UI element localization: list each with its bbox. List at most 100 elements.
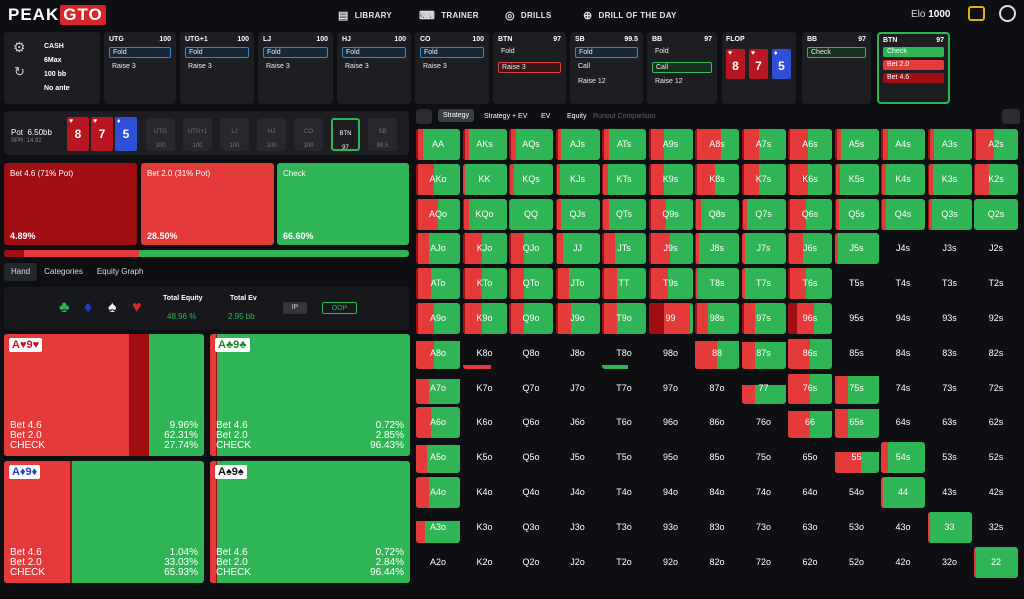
action-option[interactable]: Call [652, 62, 712, 73]
hand-cell-83o[interactable]: 83o [695, 512, 739, 543]
hand-cell-85s[interactable]: 85s [835, 338, 879, 369]
hand-cell-t3s[interactable]: T3s [928, 268, 972, 299]
hand-cell-87o[interactable]: 87o [695, 373, 739, 404]
hand-cell-t6o[interactable]: T6o [602, 407, 646, 438]
hand-cell-93o[interactable]: 93o [649, 512, 693, 543]
hand-cell-k3o[interactable]: K3o [463, 512, 507, 543]
hand-cell-98o[interactable]: 98o [649, 338, 693, 369]
hand-cell-54o[interactable]: 54o [835, 477, 879, 508]
seat-co[interactable]: CO 100 [294, 118, 323, 151]
combo-card[interactable]: A♦9♦ Bet 4.6 Bet 2.0 CHECK 1.04% 33.03% 65.93% [4, 461, 204, 583]
hand-cell-62s[interactable]: 62s [974, 407, 1018, 438]
hand-cell-a9s[interactable]: A9s [648, 129, 693, 160]
hand-cell-52s[interactable]: 52s [974, 442, 1018, 473]
nav-drills[interactable]: ◎ DRILLS [505, 9, 552, 22]
hand-cell-a5s[interactable]: A5s [834, 129, 879, 160]
hand-cell-q5o[interactable]: Q5o [509, 442, 553, 473]
hand-cell-65s[interactable]: 65s [834, 407, 879, 439]
hand-cell-k8s[interactable]: K8s [695, 163, 739, 195]
hand-cell-63o[interactable]: 63o [788, 512, 832, 543]
hand-cell-53o[interactable]: 53o [835, 512, 879, 543]
hand-cell-44[interactable]: 44 [881, 477, 925, 508]
seat-utgplus1[interactable]: UTG+1 100 [183, 118, 212, 151]
hand-cell-97s[interactable]: 97s [741, 303, 786, 334]
hand-cell-aks[interactable]: AKs [462, 129, 507, 160]
action-option[interactable]: Fold [501, 48, 515, 55]
hand-cell-75s[interactable]: 75s [834, 373, 879, 404]
hand-cell-t9o[interactable]: T9o [602, 303, 646, 334]
hand-cell-q7o[interactable]: Q7o [509, 373, 553, 404]
combo-card[interactable]: A♣9♣ Bet 4.6 Bet 2.0 CHECK 0.72% 2.85% 96.43% [210, 334, 410, 456]
settings-icon[interactable] [1002, 109, 1020, 124]
hand-cell-64s[interactable]: 64s [881, 407, 925, 438]
hand-cell-96s[interactable]: 96s [788, 303, 832, 334]
hand-cell-a2o[interactable]: A2o [416, 547, 460, 578]
hand-cell-ato[interactable]: ATo [416, 268, 460, 300]
hand-cell-94o[interactable]: 94o [649, 477, 693, 508]
hearts-icon[interactable]: ♥ [132, 299, 142, 316]
seat-hj[interactable]: HJ 100 [257, 118, 286, 151]
action-option[interactable]: Fold [655, 48, 669, 55]
hand-cell-33[interactable]: 33 [927, 511, 972, 543]
position-utgplus1[interactable]: UTG+1 100 Fold Raise 3 [180, 32, 254, 104]
chat-icon[interactable] [968, 6, 985, 21]
hand-cell-qq[interactable]: QQ [509, 198, 553, 230]
hand-cell-95o[interactable]: 95o [649, 442, 693, 473]
hand-cell-a3s[interactable]: A3s [927, 129, 972, 160]
hand-cell-k2s[interactable]: K2s [974, 163, 1018, 195]
hand-cell-a7s[interactable]: A7s [741, 129, 786, 160]
hand-cell-32s[interactable]: 32s [974, 512, 1018, 543]
hand-cell-j3o[interactable]: J3o [556, 512, 600, 543]
hand-cell-j3s[interactable]: J3s [928, 233, 972, 264]
position-sb[interactable]: SB 99.5 Fold Call Raise 12 [570, 32, 643, 104]
hand-cell-a4o[interactable]: A4o [416, 477, 460, 508]
hand-cell-j6o[interactable]: J6o [556, 407, 600, 438]
hand-cell-76o[interactable]: 76o [742, 407, 786, 438]
position-bb[interactable]: BB 97 Fold Call Raise 12 [647, 32, 717, 104]
action-option[interactable]: Raise 3 [112, 63, 136, 70]
nav-drill-of-day[interactable]: ⊕ DRILL OF THE DAY [583, 9, 677, 22]
hand-cell-t8o[interactable]: T8o [602, 338, 646, 369]
hand-cell-k6s[interactable]: K6s [788, 163, 832, 195]
gear-icon[interactable]: ⚙ [13, 39, 26, 55]
hand-cell-42o[interactable]: 42o [881, 547, 925, 578]
hand-cell-t3o[interactable]: T3o [602, 512, 646, 543]
hand-cell-62o[interactable]: 62o [788, 547, 832, 578]
hand-cell-kjo[interactable]: KJo [462, 233, 507, 265]
hand-cell-kjs[interactable]: KJs [555, 163, 600, 195]
hand-cell-j8o[interactable]: J8o [556, 338, 600, 369]
hand-cell-t5s[interactable]: T5s [835, 268, 879, 299]
nav-library[interactable]: ▤ LIBRARY [338, 9, 392, 22]
hand-cell-q2s[interactable]: Q2s [974, 198, 1018, 230]
hand-cell-a6o[interactable]: A6o [416, 407, 460, 439]
hand-cell-q2o[interactable]: Q2o [509, 547, 553, 578]
hand-cell-aqo[interactable]: AQo [416, 198, 460, 230]
refresh-icon[interactable]: ↻ [14, 64, 25, 79]
logo[interactable]: PEAK GTO [8, 5, 106, 25]
diamonds-icon[interactable]: ♦ [84, 299, 93, 316]
hand-cell-65o[interactable]: 65o [788, 442, 832, 473]
hand-cell-k6o[interactable]: K6o [463, 407, 507, 438]
hand-cell-84o[interactable]: 84o [695, 477, 739, 508]
hand-cell-t7o[interactable]: T7o [602, 373, 646, 404]
hand-cell-66[interactable]: 66 [788, 407, 832, 439]
combo-card[interactable]: A♥9♥ Bet 4.6 Bet 2.0 CHECK 9.96% 62.31% 27.74% [4, 334, 204, 456]
view-tab[interactable]: EV [541, 113, 551, 120]
view-tab[interactable]: Equity [567, 113, 587, 120]
action-option[interactable]: Raise 3 [423, 63, 447, 70]
hand-cell-94s[interactable]: 94s [881, 303, 925, 334]
hand-cell-96o[interactable]: 96o [649, 407, 693, 438]
view-tab[interactable]: Runout Comparison [593, 113, 656, 120]
hand-cell-63s[interactable]: 63s [928, 407, 972, 438]
hand-cell-qto[interactable]: QTo [509, 268, 553, 300]
hand-cell-99[interactable]: 99 [648, 303, 693, 334]
position-lj[interactable]: LJ 100 Fold Raise 3 [258, 32, 333, 104]
hand-cell-43s[interactable]: 43s [928, 477, 972, 508]
hand-cell-ajo[interactable]: AJo [416, 233, 460, 265]
action-option[interactable]: Fold [575, 47, 638, 58]
hand-cell-k4o[interactable]: K4o [463, 477, 507, 508]
hand-cell-t2s[interactable]: T2s [974, 268, 1018, 299]
hand-cell-q7s[interactable]: Q7s [741, 198, 786, 230]
hand-cell-85o[interactable]: 85o [695, 442, 739, 473]
bb-action-check[interactable]: Check [807, 47, 866, 58]
